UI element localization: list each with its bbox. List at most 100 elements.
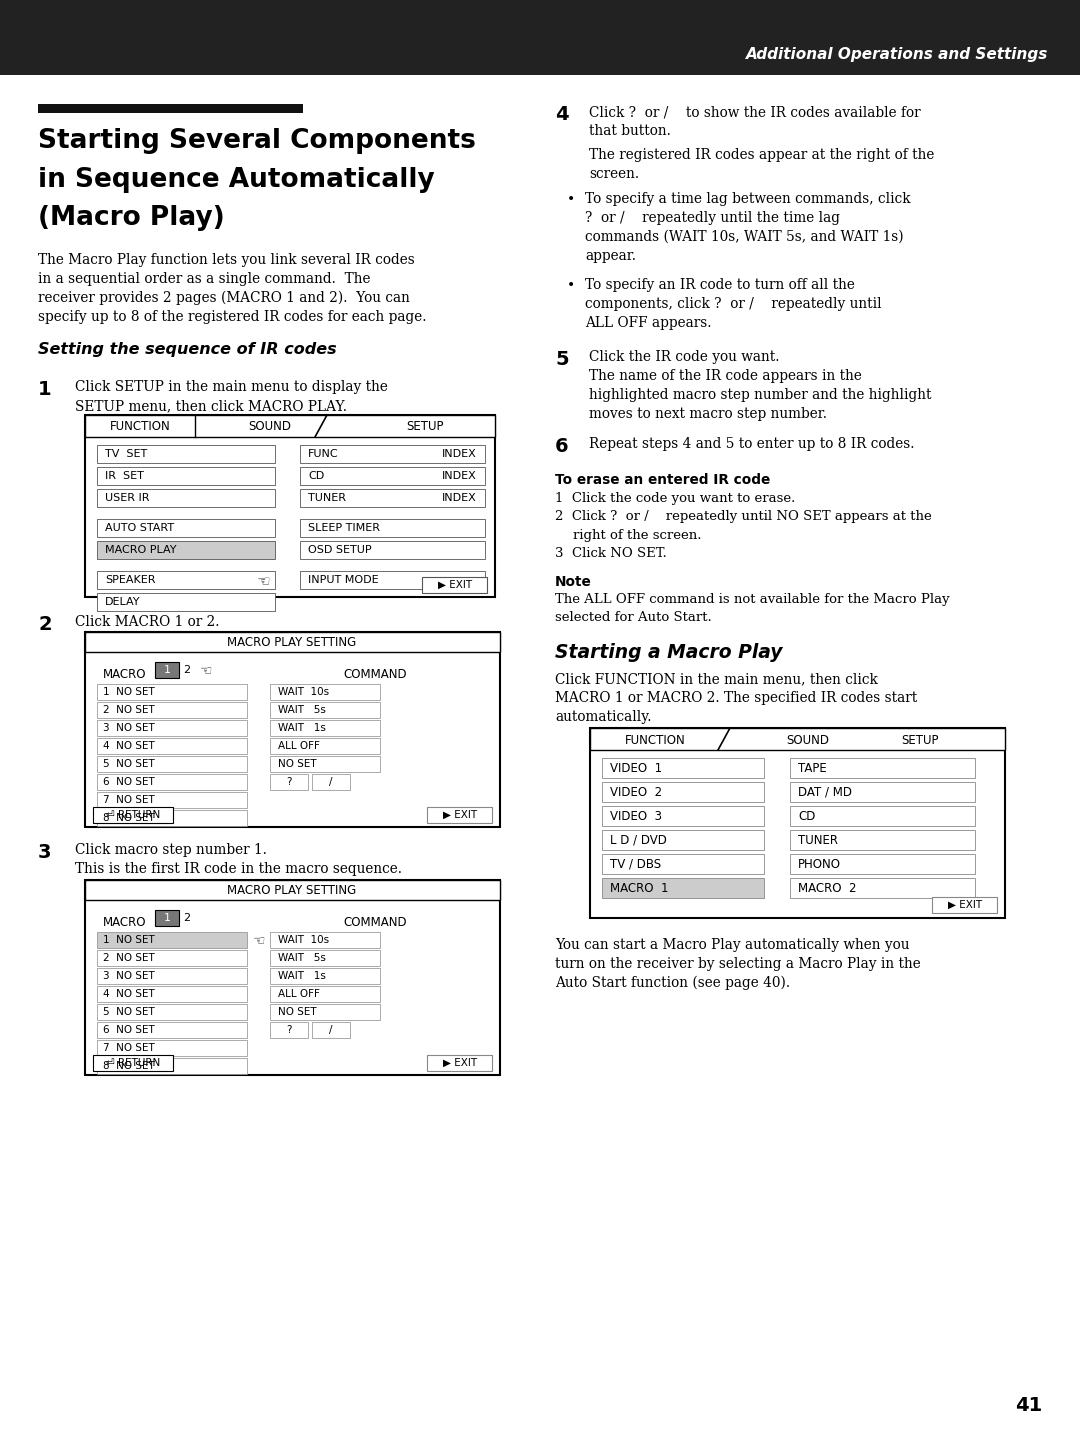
Text: /: /: [329, 1025, 333, 1035]
Bar: [97, 702, 247, 718]
Text: 2  NO SET: 2 NO SET: [103, 705, 154, 715]
Bar: [97, 593, 275, 612]
Text: The name of the IR code appears in the: The name of the IR code appears in the: [589, 368, 862, 383]
Text: 5  NO SET: 5 NO SET: [103, 758, 154, 768]
Bar: [97, 720, 247, 735]
Text: Click ?  or /    to show the IR codes available for: Click ? or / to show the IR codes availa…: [589, 105, 920, 119]
Text: DAT / MD: DAT / MD: [798, 786, 852, 799]
Bar: [590, 728, 1005, 918]
Bar: [156, 662, 179, 678]
Bar: [38, 104, 303, 114]
Bar: [97, 1004, 247, 1020]
Text: MACRO PLAY SETTING: MACRO PLAY SETTING: [228, 636, 356, 649]
Text: IR  SET: IR SET: [105, 471, 144, 481]
Text: This is the first IR code in the macro sequence.: This is the first IR code in the macro s…: [75, 862, 402, 876]
Text: 1  NO SET: 1 NO SET: [103, 935, 154, 945]
Text: L D / DVD: L D / DVD: [610, 833, 666, 846]
Text: MACRO 1 or MACRO 2. The specified IR codes start: MACRO 1 or MACRO 2. The specified IR cod…: [555, 691, 917, 705]
Text: COMMAND: COMMAND: [343, 915, 407, 928]
Bar: [427, 1055, 492, 1071]
Text: ⏎ RETURN: ⏎ RETURN: [106, 1058, 160, 1068]
Text: VIDEO  2: VIDEO 2: [610, 786, 662, 799]
Text: TAPE: TAPE: [798, 761, 827, 774]
Text: USER IR: USER IR: [105, 494, 149, 504]
Text: Repeat steps 4 and 5 to enter up to 8 IR codes.: Repeat steps 4 and 5 to enter up to 8 IR…: [589, 437, 915, 450]
Bar: [85, 632, 500, 652]
Text: 3  NO SET: 3 NO SET: [103, 971, 154, 981]
Text: selected for Auto Start.: selected for Auto Start.: [555, 612, 712, 625]
Text: Click FUNCTION in the main menu, then click: Click FUNCTION in the main menu, then cl…: [555, 672, 878, 686]
Text: INPUT MODE: INPUT MODE: [308, 576, 379, 586]
Text: Setting the sequence of IR codes: Setting the sequence of IR codes: [38, 342, 337, 357]
Bar: [85, 414, 495, 437]
Text: ALL OFF: ALL OFF: [278, 989, 320, 999]
Bar: [97, 519, 275, 537]
Bar: [602, 830, 764, 850]
Bar: [789, 806, 975, 826]
Text: 5  NO SET: 5 NO SET: [103, 1007, 154, 1017]
Text: To specify an IR code to turn off all the: To specify an IR code to turn off all th…: [585, 278, 855, 292]
Text: right of the screen.: right of the screen.: [573, 530, 702, 543]
Bar: [97, 986, 247, 1002]
Text: WAIT  10s: WAIT 10s: [278, 686, 329, 696]
Text: 5: 5: [555, 350, 569, 368]
Bar: [270, 738, 380, 754]
Bar: [427, 807, 492, 823]
Text: highlighted macro step number and the highlight: highlighted macro step number and the hi…: [589, 389, 931, 401]
Text: 1  NO SET: 1 NO SET: [103, 686, 154, 696]
Bar: [312, 1022, 350, 1038]
Text: that button.: that button.: [589, 124, 671, 138]
Text: MACRO  2: MACRO 2: [798, 882, 856, 895]
Bar: [97, 774, 247, 790]
Bar: [789, 878, 975, 898]
Text: ☜: ☜: [256, 574, 270, 590]
Bar: [85, 881, 500, 899]
Bar: [97, 445, 275, 463]
Bar: [602, 781, 764, 802]
Bar: [97, 950, 247, 966]
Text: 4  NO SET: 4 NO SET: [103, 989, 154, 999]
Bar: [97, 932, 247, 948]
Text: TUNER: TUNER: [308, 494, 346, 504]
Bar: [300, 571, 485, 589]
Text: FUNC: FUNC: [308, 449, 339, 459]
Text: specify up to 8 of the registered IR codes for each page.: specify up to 8 of the registered IR cod…: [38, 309, 427, 324]
Text: Click macro step number 1.: Click macro step number 1.: [75, 843, 267, 858]
Bar: [93, 807, 173, 823]
Text: ▶ EXIT: ▶ EXIT: [948, 899, 982, 909]
Bar: [97, 968, 247, 984]
Text: NO SET: NO SET: [278, 1007, 316, 1017]
Bar: [97, 541, 275, 558]
Text: COMMAND: COMMAND: [343, 668, 407, 681]
Text: WAIT   1s: WAIT 1s: [278, 722, 326, 732]
Text: SETUP: SETUP: [406, 420, 444, 433]
Bar: [270, 774, 308, 790]
Text: The ALL OFF command is not available for the Macro Play: The ALL OFF command is not available for…: [555, 593, 949, 606]
Text: SLEEP TIMER: SLEEP TIMER: [308, 522, 380, 532]
Text: components, click ?  or /    repeatedly until: components, click ? or / repeatedly unti…: [585, 296, 881, 311]
Text: Starting a Macro Play: Starting a Macro Play: [555, 643, 783, 662]
Bar: [85, 881, 500, 1075]
Text: Click MACRO 1 or 2.: Click MACRO 1 or 2.: [75, 614, 219, 629]
Bar: [97, 571, 275, 589]
Text: The Macro Play function lets you link several IR codes: The Macro Play function lets you link se…: [38, 253, 415, 268]
Bar: [422, 577, 487, 593]
Text: ▶ EXIT: ▶ EXIT: [443, 810, 477, 820]
Bar: [97, 1040, 247, 1056]
Text: 7  NO SET: 7 NO SET: [103, 794, 154, 804]
Bar: [0, 0, 1080, 75]
Text: 4  NO SET: 4 NO SET: [103, 741, 154, 751]
Text: 6  NO SET: 6 NO SET: [103, 777, 154, 787]
Text: CD: CD: [798, 810, 815, 823]
Text: •: •: [567, 191, 576, 206]
Bar: [270, 986, 380, 1002]
Bar: [97, 1058, 247, 1073]
Text: MACRO: MACRO: [103, 915, 147, 928]
Text: 2: 2: [184, 665, 190, 675]
Bar: [789, 853, 975, 873]
Text: 41: 41: [1015, 1396, 1042, 1415]
Text: /: /: [329, 777, 333, 787]
Text: SOUND: SOUND: [786, 734, 829, 747]
Text: INDEX: INDEX: [442, 494, 477, 504]
Text: in a sequential order as a single command.  The: in a sequential order as a single comman…: [38, 272, 370, 286]
